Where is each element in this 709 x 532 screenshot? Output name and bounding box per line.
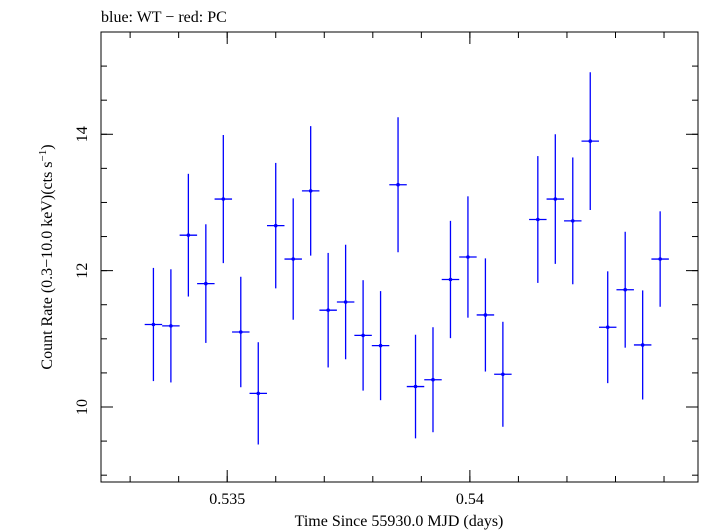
data-point: [616, 231, 634, 348]
plot-frame: [100, 31, 699, 483]
data-point: [389, 117, 407, 253]
data-point: [476, 258, 495, 372]
data-point: [336, 244, 355, 360]
point-marker: [588, 139, 593, 143]
point-marker: [169, 324, 173, 328]
y-axis-label-tail: ): [39, 144, 56, 149]
data-point: [179, 173, 198, 297]
point-marker: [623, 287, 627, 292]
data-point: [319, 252, 337, 368]
point-marker: [326, 308, 330, 312]
point-marker: [553, 197, 558, 201]
point-marker: [343, 300, 348, 304]
data-point: [581, 72, 599, 210]
data-point: [459, 196, 477, 318]
data-point: [162, 269, 180, 383]
point-marker: [256, 391, 261, 396]
x-axis-label: Time Since 55930.0 MJD (days): [295, 513, 504, 530]
point-marker: [204, 281, 208, 286]
data-point: [651, 211, 669, 307]
data-point: [214, 134, 233, 264]
point-marker: [431, 377, 435, 382]
point-marker: [361, 333, 365, 338]
y-axis-ticks: [101, 31, 698, 476]
data-point: [144, 267, 163, 382]
data-point: [249, 342, 267, 445]
data-point: [232, 276, 250, 388]
data-point: [529, 156, 547, 283]
y-axis-label: Count Rate (0.3−10.0 keV)(cts s−1): [37, 144, 56, 369]
y-tick-label: 12: [74, 263, 91, 279]
data-point: [371, 291, 390, 401]
data-point: [633, 290, 652, 400]
point-marker: [658, 257, 662, 261]
point-marker: [396, 182, 400, 187]
point-marker: [605, 325, 610, 330]
y-tick-label: 10: [74, 399, 91, 415]
data-series: [144, 72, 669, 445]
data-point: [284, 198, 302, 320]
point-marker: [378, 343, 383, 348]
y-axis-label-exponent: −1: [37, 150, 49, 162]
data-point: [494, 321, 512, 427]
x-tick-label: 0.535: [209, 491, 245, 508]
data-point: [266, 162, 285, 289]
data-point: [598, 271, 617, 384]
data-point: [406, 334, 425, 439]
point-marker: [186, 233, 191, 237]
y-axis-label-main: Count Rate (0.3−10.0 keV)(cts s: [39, 161, 56, 369]
point-marker: [501, 372, 505, 377]
point-marker: [238, 330, 243, 334]
y-tick-label: 14: [74, 126, 91, 142]
y-axis-tick-labels: 10 12 14: [74, 126, 91, 415]
point-marker: [273, 223, 278, 228]
data-point: [564, 157, 582, 285]
point-marker: [466, 255, 470, 259]
data-point: [546, 134, 565, 264]
point-marker: [151, 322, 156, 327]
data-point: [424, 327, 442, 433]
point-marker: [448, 277, 453, 282]
point-marker: [413, 384, 418, 389]
point-marker: [291, 257, 296, 261]
x-tick-label: 0.54: [456, 491, 484, 508]
x-axis-tick-labels: 0.535 0.54: [209, 491, 484, 508]
point-marker: [221, 197, 226, 201]
point-marker: [308, 189, 313, 193]
point-marker: [640, 343, 645, 347]
point-marker: [570, 219, 575, 223]
point-marker: [483, 313, 488, 317]
data-point: [354, 280, 372, 391]
data-point: [441, 220, 460, 339]
x-axis-ticks: [129, 32, 665, 482]
data-point: [197, 224, 215, 343]
data-point: [301, 126, 320, 256]
point-marker: [536, 217, 540, 222]
chart-title: blue: WT − red: PC: [101, 9, 227, 26]
